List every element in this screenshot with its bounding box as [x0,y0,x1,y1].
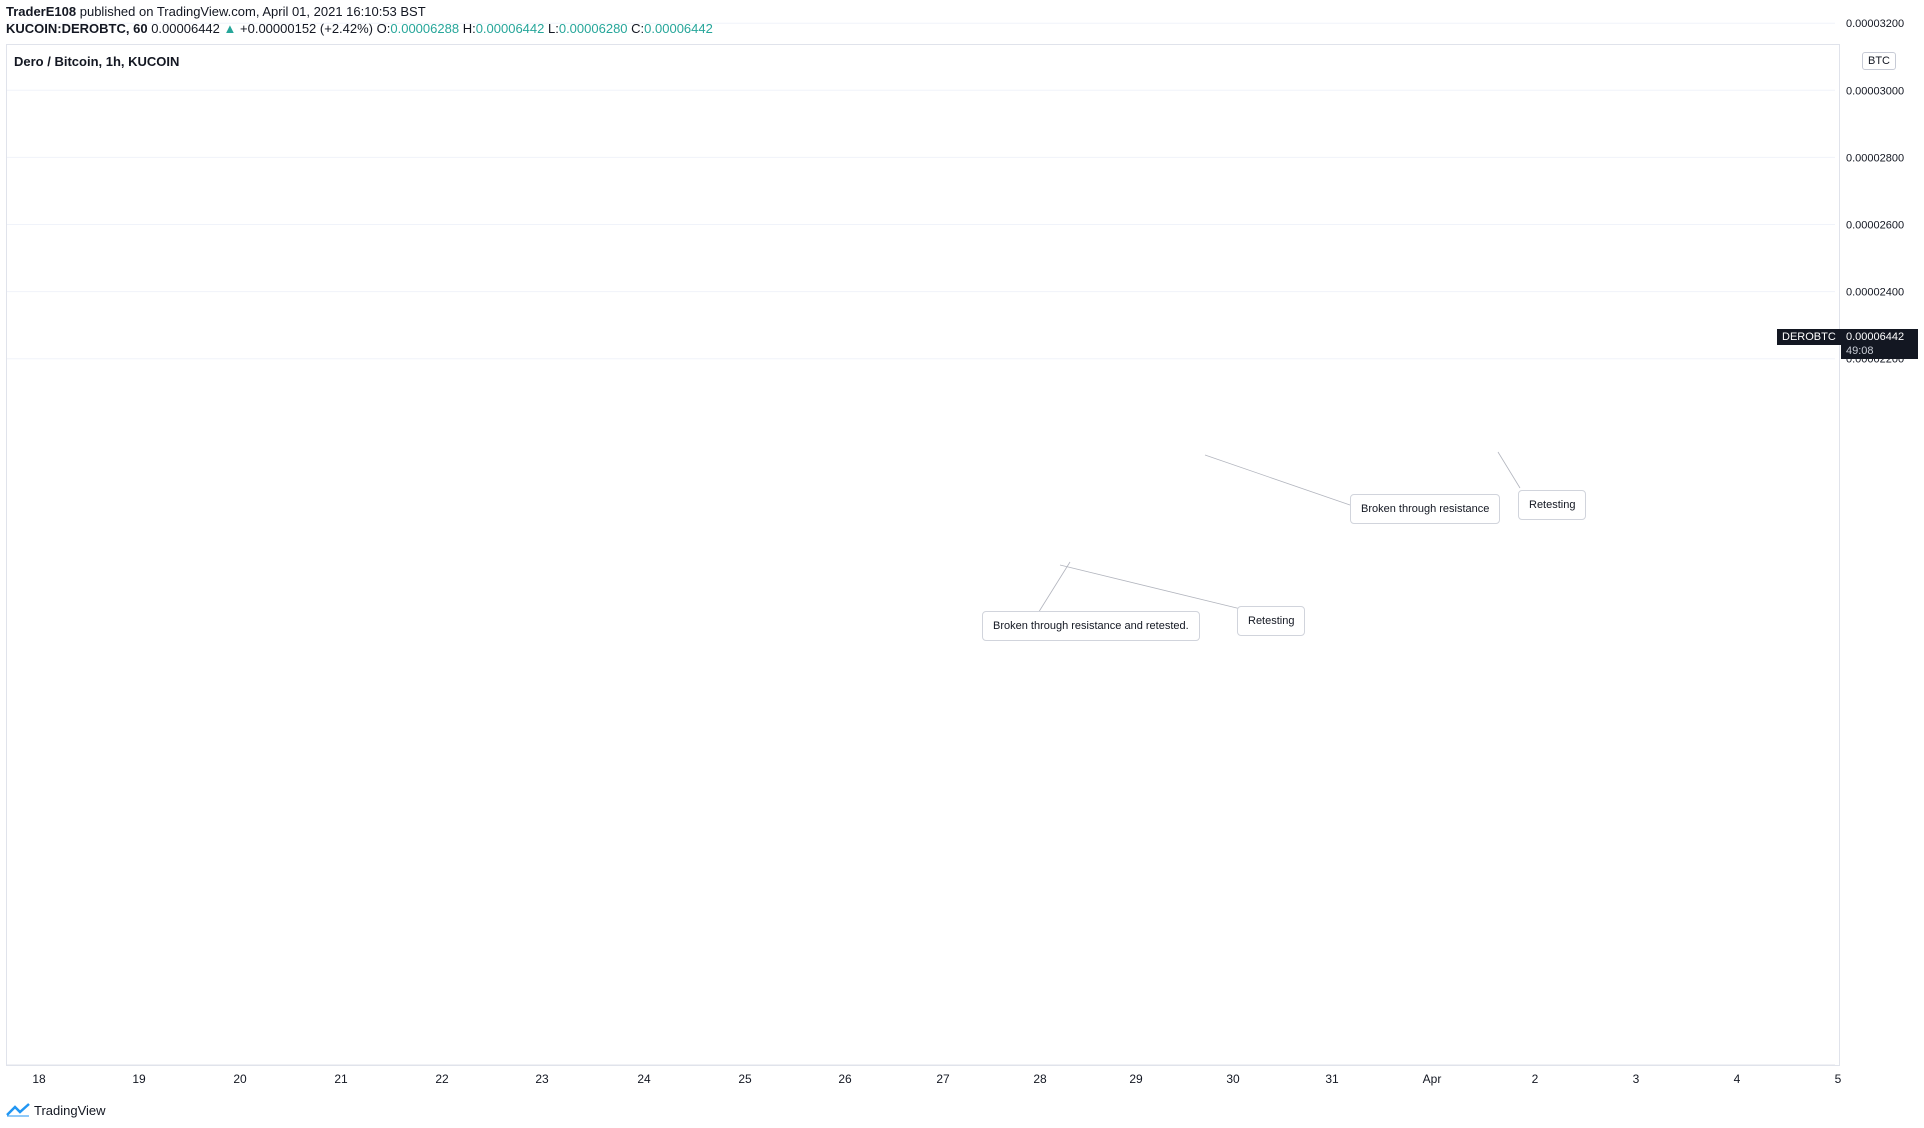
low-value: 0.00006280 [558,21,628,36]
price-change: +0.00000152 (+2.42%) [240,21,374,36]
y-tick-label: 0.00003200 [1846,18,1904,30]
close-label: C: [631,21,645,36]
legend-bar: KUCOIN:DEROBTC, 60 0.00006442 ▲ +0.00000… [6,21,713,36]
y-tick-label: 0.00002600 [1846,220,1904,232]
x-tick-label: 26 [838,1072,852,1086]
chart-title: Dero / Bitcoin, 1h, KUCOIN [14,54,180,69]
annotation-connector [1059,564,1246,611]
axis-currency-button[interactable]: BTC [1862,52,1896,70]
x-tick-label: 23 [535,1072,549,1086]
open-label: O: [376,21,391,36]
x-tick-label: 2 [1532,1072,1539,1086]
annotation-connector [1204,454,1351,506]
low-label: L: [548,21,559,36]
high-value: 0.00006442 [475,21,545,36]
author-name[interactable]: TraderE108 [6,4,77,19]
footer-brand[interactable]: TradingView [34,1102,106,1118]
x-tick-label: 27 [936,1072,950,1086]
x-tick-label: 5 [1835,1072,1842,1086]
x-tick-label: 25 [738,1072,752,1086]
x-tick-label: 24 [637,1072,651,1086]
price-tag: 0.00006442 49:08 [1841,329,1918,359]
y-tick-label: 0.00002400 [1846,287,1904,299]
x-tick-label: 18 [32,1072,46,1086]
symbol-label: KUCOIN:DEROBTC, 60 [6,21,148,36]
x-tick-label: 19 [132,1072,146,1086]
annotation-broken-retested[interactable]: Broken through resistance and retested. [982,611,1200,641]
published-text: published on TradingView.com, April 01, … [79,4,426,19]
tradingview-logo-icon[interactable] [6,1103,30,1117]
symbol-tag: DEROBTC [1777,329,1841,345]
x-tick-label: 20 [233,1072,247,1086]
x-tick-label: 29 [1129,1072,1143,1086]
close-value: 0.00006442 [644,21,713,36]
annotation-retesting-2[interactable]: Retesting [1237,606,1306,636]
current-price: 0.00006442 [1846,331,1905,343]
high-label: H: [462,21,476,36]
open-value: 0.00006288 [390,21,460,36]
publish-info: TraderE108 published on TradingView.com,… [6,4,426,19]
x-tick-label: 28 [1033,1072,1047,1086]
triangle-up-icon: ▲ [223,21,237,36]
y-tick-label: 0.00002800 [1846,152,1904,164]
x-tick-label: 31 [1325,1072,1339,1086]
x-tick-label: 4 [1734,1072,1741,1086]
x-tick-label: 21 [334,1072,348,1086]
last-price: 0.00006442 [151,21,220,36]
footer: TradingView [6,1100,106,1120]
x-tick-label: 3 [1633,1072,1640,1086]
annotation-connector [1497,451,1521,489]
annotation-broken-resistance[interactable]: Broken through resistance [1350,494,1501,524]
x-tick-label: Apr [1423,1072,1442,1086]
annotation-connector [1034,561,1071,619]
y-tick-label: 0.00003000 [1846,85,1904,97]
bar-countdown: 49:08 [1846,345,1874,357]
x-tick-label: 22 [435,1072,449,1086]
annotation-retesting-1[interactable]: Retesting [1518,490,1587,520]
x-tick-label: 30 [1226,1072,1240,1086]
